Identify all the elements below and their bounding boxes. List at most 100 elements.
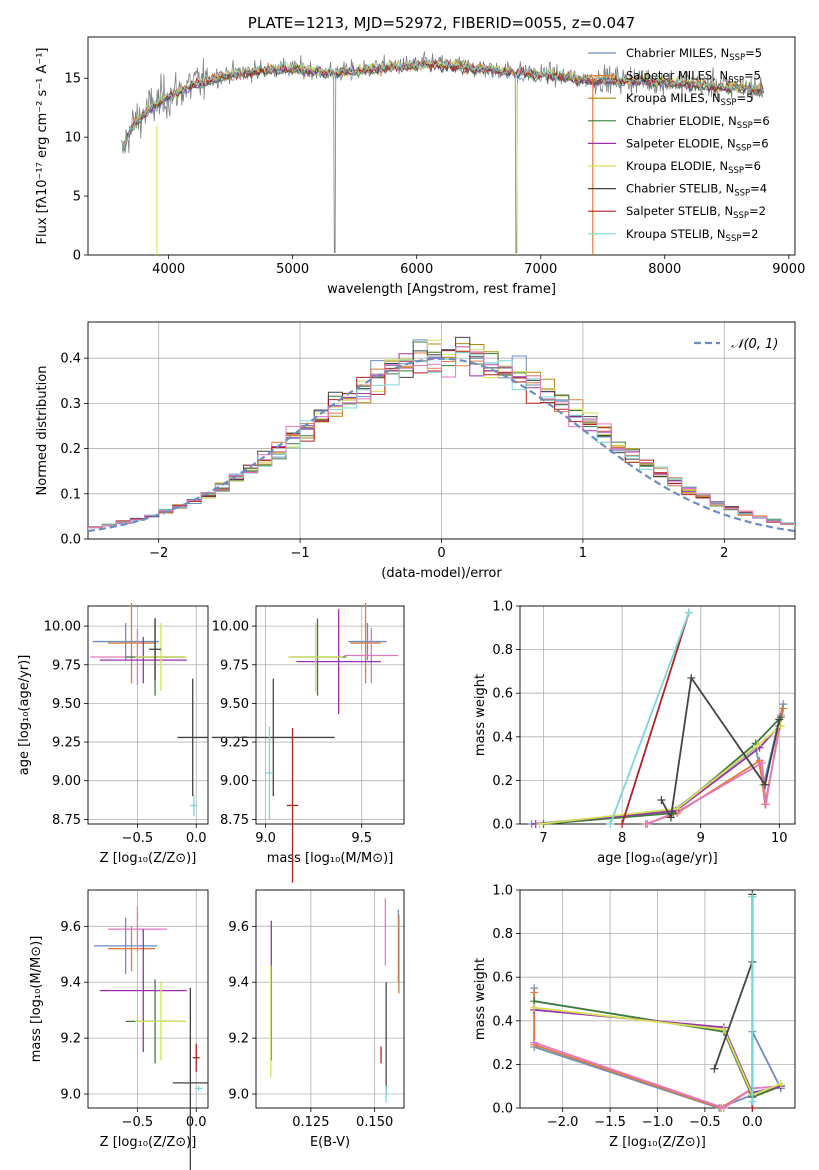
x-tick-label: 8000 (648, 262, 681, 277)
x-tick-label: 7 (539, 831, 547, 846)
weight_vs_Z-frame (519, 889, 796, 1109)
x-axis-label: age [log₁₀(age/yr)] (597, 851, 718, 866)
error-bar-point (348, 623, 387, 661)
y-tick-label: 0.4 (492, 730, 513, 745)
x-tick-label: 9.5 (351, 831, 372, 846)
y-tick-label: 9.6 (60, 920, 81, 935)
x-tick-label: 9.0 (255, 831, 276, 846)
spectrum-model-line (123, 56, 764, 149)
weight_vs_age-axes: 7 8 9 10 0.0 0.2 0.4 0.6 0.8 1.0 age [log₁₀(age/yr… (473, 600, 796, 866)
x-tick-label: 0 (437, 546, 445, 561)
weight-series (710, 890, 757, 1073)
spectrum-legend: Chabrier MILES, NSSP=5 Salpeter MILES, NS… (588, 46, 770, 244)
error-bar-point (149, 618, 161, 681)
legend-entry: 𝒩(0, 1) (731, 337, 778, 352)
x-tick-label: −1 (291, 546, 310, 561)
x-tick-label: 1 (579, 546, 587, 561)
x-tick-label: 0.0 (186, 1115, 207, 1130)
x-tick-label: 9000 (772, 262, 805, 277)
y-tick-label: 0.3 (60, 397, 81, 412)
x-tick-label: 9 (697, 831, 705, 846)
error-bar-point (350, 602, 381, 684)
weight-marker (753, 741, 762, 750)
x-tick-label: −2.0 (547, 1115, 579, 1130)
weight-marker (673, 804, 682, 813)
y-tick-label: 1.0 (492, 884, 513, 899)
weight-line (533, 1041, 781, 1109)
x-tick-label: 4000 (152, 262, 185, 277)
y-tick-label: 8.75 (52, 813, 81, 828)
x-tick-label: 8 (618, 831, 626, 846)
error-bar-point (192, 1043, 200, 1072)
x-tick-label: 6000 (400, 262, 433, 277)
mass_vs_ebv-frame (255, 889, 405, 1109)
weight-line (534, 1006, 782, 1097)
y-tick-label: 9.50 (220, 697, 249, 712)
weight-line (609, 612, 690, 825)
x-axis-label: mass [log₁₀(M/M⊙)] (267, 851, 394, 866)
y-tick-label: 0.1 (60, 487, 81, 502)
weight-marker (748, 1097, 757, 1106)
weight-marker (657, 796, 666, 805)
weight-marker (618, 820, 627, 828)
age_vs_Z-axes: −0.5 0.0 8.75 9.00 9.25 9.50 9.75 10.00 Z [log₁₀… (17, 605, 209, 866)
x-tick-label: −1.5 (594, 1115, 626, 1130)
y-tick-label: 0.6 (492, 971, 513, 986)
y-axis-label: Flux [fλ10⁻¹⁷ erg cm⁻² s⁻¹ A⁻¹] (35, 48, 50, 245)
error-bar-point (286, 728, 299, 883)
residual-histogram (88, 346, 795, 530)
weight-marker (761, 780, 770, 789)
y-tick-label: 10 (64, 131, 81, 146)
error-bar-point (211, 678, 335, 797)
y-tick-label: 0.2 (60, 442, 81, 457)
y-tick-label: 8.75 (220, 813, 249, 828)
legend-entry: Kroupa STELIB, NSSP=2 (626, 227, 758, 244)
weight-series (606, 608, 693, 828)
weight-marker (643, 820, 652, 828)
x-tick-label: 5000 (276, 262, 309, 277)
x-tick-label: 0.150 (356, 1115, 393, 1130)
x-axis-label: wavelength [Angstrom, rest frame] (327, 282, 556, 297)
y-tick-label: 0.8 (492, 643, 513, 658)
error-bar-point (172, 987, 208, 1170)
y-tick-label: 0.2 (492, 774, 513, 789)
x-tick-label: −0.5 (122, 1115, 154, 1130)
y-tick-label: 9.4 (60, 976, 81, 991)
x-tick-label: −2 (149, 546, 168, 561)
weight-series (643, 711, 785, 828)
y-tick-label: 9.50 (52, 697, 81, 712)
y-tick-label: 9.2 (60, 1032, 81, 1047)
x-tick-label: 7000 (524, 262, 557, 277)
weight-marker (719, 1025, 728, 1034)
y-tick-label: 9.00 (52, 774, 81, 789)
y-tick-label: 10.00 (44, 620, 81, 635)
weight-marker (530, 1003, 539, 1012)
legend-entry: Chabrier MILES, NSSP=5 (626, 46, 762, 63)
error-bar-point (108, 906, 167, 952)
error-bar-point (108, 602, 156, 684)
x-axis-label: Z [log₁₀(Z/Z⊙)] (609, 1135, 706, 1150)
weight-marker (666, 813, 675, 822)
weight-marker (684, 608, 693, 617)
normal-curve (87, 357, 796, 533)
x-tick-label: 2 (720, 546, 728, 561)
spectrum-axes: 4000 5000 6000 7000 8000 9000 0 5 10 15 wavelength… (35, 36, 805, 297)
y-tick-label: 10.00 (212, 620, 249, 635)
x-axis-label: (data-model)/error (381, 566, 502, 581)
legend-entry: Chabrier ELODIE, NSSP=6 (626, 114, 770, 131)
error-bar-point (177, 678, 208, 797)
weight-series (618, 608, 693, 828)
legend-entry: Salpeter ELODIE, NSSP=6 (626, 136, 769, 153)
weight-marker (779, 704, 788, 713)
x-tick-label: 0.125 (292, 1115, 329, 1130)
y-tick-label: 9.25 (220, 736, 249, 751)
y-tick-label: 15 (64, 72, 81, 87)
x-axis-label: Z [log₁₀(Z/Z⊙)] (100, 1135, 197, 1150)
error-bar-point (190, 794, 198, 817)
y-tick-label: 0.6 (492, 687, 513, 702)
legend-entry: Chabrier STELIB, NSSP=4 (626, 182, 767, 199)
y-tick-label: 0 (73, 249, 81, 264)
weight-series (535, 721, 785, 828)
x-tick-label: −0.5 (689, 1115, 721, 1130)
